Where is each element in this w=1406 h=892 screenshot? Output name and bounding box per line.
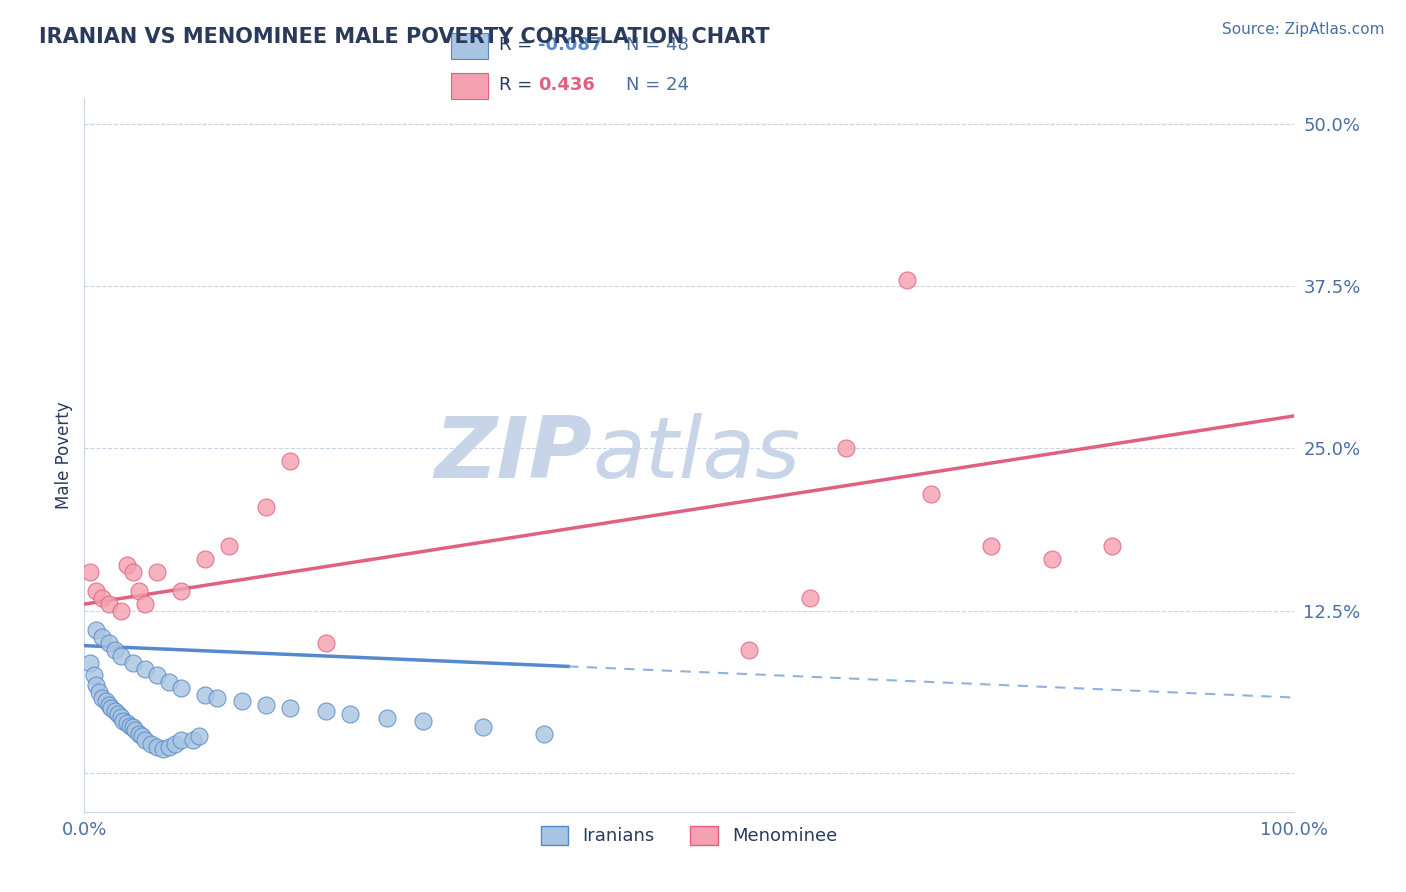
Point <box>128 727 150 741</box>
Point <box>472 720 495 734</box>
Point <box>194 688 217 702</box>
Point <box>315 704 337 718</box>
Point <box>86 677 108 691</box>
Point <box>104 704 127 718</box>
Point <box>97 597 120 611</box>
Point <box>121 656 143 670</box>
Point <box>115 716 138 731</box>
Point <box>124 723 146 737</box>
Point <box>1101 539 1123 553</box>
Point <box>131 730 153 744</box>
Point <box>315 636 337 650</box>
Point <box>110 710 132 724</box>
Point <box>110 604 132 618</box>
Text: R =: R = <box>499 37 538 54</box>
Point <box>533 727 555 741</box>
Text: -0.087: -0.087 <box>538 37 603 54</box>
Point <box>112 714 135 728</box>
Point <box>100 701 122 715</box>
Point <box>146 565 169 579</box>
Point <box>97 636 120 650</box>
Point <box>170 733 193 747</box>
Point <box>254 500 277 514</box>
Point <box>170 681 193 696</box>
Point <box>152 742 174 756</box>
Point <box>738 642 761 657</box>
Point <box>194 551 217 566</box>
Point <box>278 454 301 468</box>
Point <box>1040 551 1063 566</box>
Point <box>97 698 120 713</box>
Point <box>188 730 211 744</box>
Bar <box>451 73 488 99</box>
Point <box>91 690 114 705</box>
Point <box>94 694 117 708</box>
Point <box>920 487 942 501</box>
Point <box>104 642 127 657</box>
Point <box>980 539 1002 553</box>
Legend: Iranians, Menominee: Iranians, Menominee <box>533 819 845 853</box>
Point <box>375 711 398 725</box>
Point <box>115 558 138 573</box>
Text: N = 48: N = 48 <box>626 37 689 54</box>
Text: Source: ZipAtlas.com: Source: ZipAtlas.com <box>1222 22 1385 37</box>
Text: ZIP: ZIP <box>434 413 592 497</box>
Point <box>83 668 105 682</box>
Text: N = 24: N = 24 <box>626 76 689 94</box>
Text: IRANIAN VS MENOMINEE MALE POVERTY CORRELATION CHART: IRANIAN VS MENOMINEE MALE POVERTY CORREL… <box>39 27 770 46</box>
Point <box>91 630 114 644</box>
Bar <box>451 33 488 59</box>
Point <box>231 694 253 708</box>
Point <box>207 690 229 705</box>
Point <box>254 698 277 713</box>
Point <box>79 565 101 579</box>
Point <box>896 273 918 287</box>
Point <box>134 733 156 747</box>
Point <box>170 584 193 599</box>
Y-axis label: Male Poverty: Male Poverty <box>55 401 73 508</box>
Point <box>835 442 858 456</box>
Point <box>121 720 143 734</box>
Point <box>412 714 434 728</box>
Point <box>107 707 129 722</box>
Point <box>128 584 150 599</box>
Point <box>139 737 162 751</box>
Text: atlas: atlas <box>592 413 800 497</box>
Point <box>86 623 108 637</box>
Point <box>181 733 204 747</box>
Point <box>87 685 110 699</box>
Point <box>79 656 101 670</box>
Point <box>157 675 180 690</box>
Point <box>91 591 114 605</box>
Point <box>120 719 142 733</box>
Point <box>134 662 156 676</box>
Text: R =: R = <box>499 76 538 94</box>
Point <box>165 737 187 751</box>
Text: 0.436: 0.436 <box>538 76 595 94</box>
Point <box>86 584 108 599</box>
Point <box>799 591 821 605</box>
Point <box>134 597 156 611</box>
Point <box>110 648 132 663</box>
Point <box>218 539 240 553</box>
Point <box>146 668 169 682</box>
Point <box>121 565 143 579</box>
Point <box>146 739 169 754</box>
Point <box>278 701 301 715</box>
Point <box>157 739 180 754</box>
Point <box>339 707 361 722</box>
